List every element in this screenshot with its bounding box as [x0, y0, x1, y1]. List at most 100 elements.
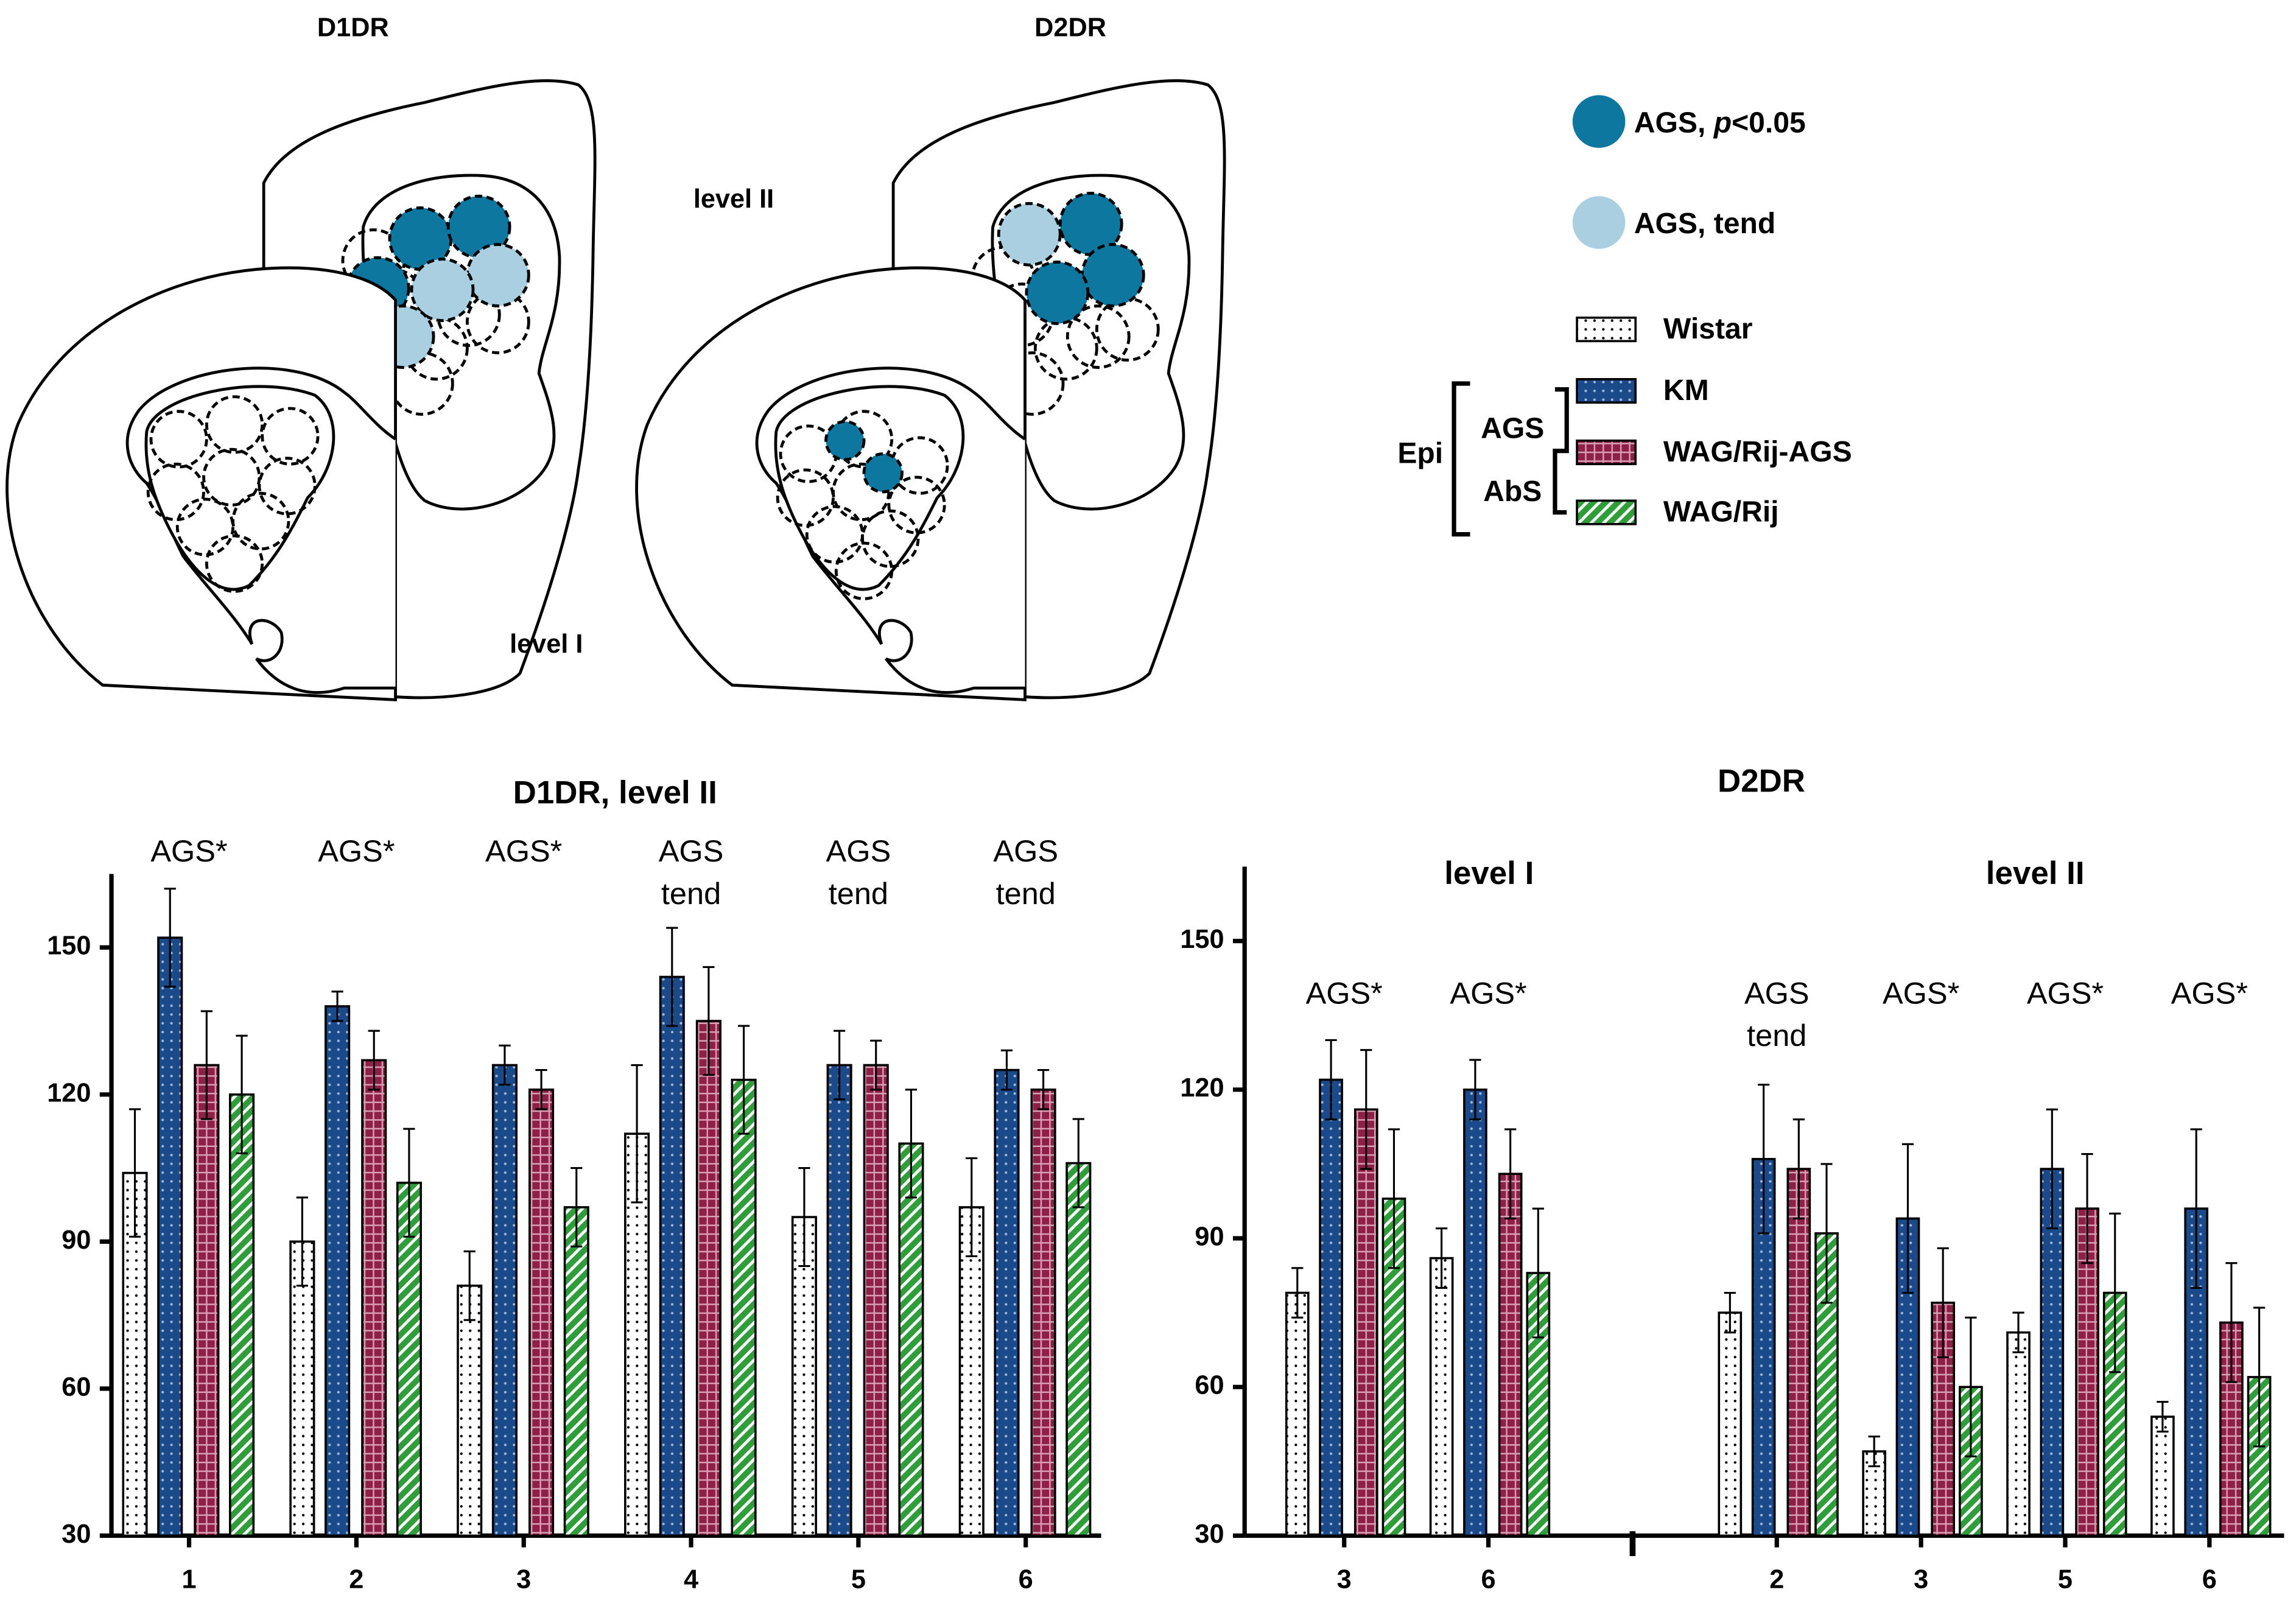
- y-tick-label: 90: [1195, 1222, 1224, 1251]
- legend-label: Wistar: [1663, 312, 1753, 345]
- annotation: tend: [1747, 1018, 1806, 1053]
- error-bar: [403, 1128, 415, 1238]
- bar: [325, 1005, 351, 1537]
- bar: [2006, 1331, 2031, 1537]
- x-tick-label: 5: [2058, 1565, 2073, 1594]
- error-bar: [833, 1029, 846, 1101]
- error-bar: [1868, 1436, 1880, 1468]
- panel-title: D2DR: [1034, 13, 1106, 43]
- bar: [528, 1088, 555, 1537]
- error-bar: [870, 1039, 882, 1091]
- y-tick-label: 90: [61, 1226, 91, 1255]
- annotation: AGS: [659, 833, 724, 868]
- legend-label: KM: [1663, 374, 1709, 407]
- legend-label: WAG/Rij-AGS: [1663, 435, 1852, 468]
- legend-label: AGS, p<0.05: [1634, 106, 1806, 139]
- x-tick-label: 3: [516, 1565, 531, 1594]
- bar: [1030, 1088, 1056, 1537]
- x-tick-label: 5: [851, 1565, 866, 1594]
- error-bar: [1072, 1118, 1084, 1208]
- error-bar: [1325, 1039, 1337, 1121]
- y-tick-label: 150: [47, 931, 91, 961]
- bar: [491, 1064, 518, 1537]
- legend-swatch: [1576, 316, 1637, 343]
- error-bar: [631, 1064, 643, 1204]
- error-bar: [1792, 1118, 1805, 1219]
- x-tick-label: 6: [2202, 1565, 2217, 1594]
- y-tick-label: 150: [1180, 925, 1224, 954]
- brain-diagram-d1dr: [5, 79, 597, 701]
- x-tick-label: 6: [1019, 1565, 1033, 1594]
- bar: [994, 1068, 1020, 1537]
- error-bar: [236, 1034, 248, 1154]
- error-bar: [331, 991, 343, 1022]
- annotation: AGS*: [1883, 975, 1959, 1010]
- annotation: tend: [661, 876, 721, 911]
- legend-swatch: [1576, 377, 1637, 404]
- annotation: AGS*: [1450, 975, 1526, 1010]
- bar: [1718, 1311, 1743, 1537]
- error-bar: [128, 1108, 141, 1238]
- bracket: [1553, 387, 1569, 515]
- error-bar: [798, 1167, 810, 1268]
- error-bar: [905, 1089, 918, 1199]
- error-bar: [368, 1029, 380, 1091]
- bar: [194, 1064, 220, 1537]
- x-tick-label: 6: [1481, 1565, 1496, 1594]
- x-tick-label: 2: [349, 1565, 363, 1594]
- bar: [791, 1216, 817, 1537]
- error-bar: [1291, 1267, 1304, 1319]
- x-tick-label: 4: [684, 1565, 698, 1594]
- y-tick-label: 120: [1180, 1073, 1224, 1103]
- error-bar: [1820, 1163, 1833, 1304]
- error-bar: [2253, 1307, 2266, 1448]
- error-bar: [1937, 1247, 1949, 1358]
- annotation: tend: [996, 876, 1056, 911]
- level-label: level II: [693, 184, 774, 214]
- annotation: AGS*: [2171, 975, 2248, 1010]
- bar: [2150, 1415, 2175, 1537]
- legend-label: AGS, tend: [1634, 207, 1775, 240]
- bracket: [1452, 381, 1470, 537]
- annotation: AGS*: [318, 833, 395, 868]
- group-label: AGS: [1481, 412, 1544, 445]
- annotation: AGS: [826, 833, 891, 868]
- bar: [289, 1240, 315, 1537]
- panel-title: D1DR: [317, 13, 389, 43]
- annotation: AGS: [1744, 975, 1810, 1010]
- error-bar: [2012, 1311, 2024, 1353]
- error-bar: [2157, 1401, 2169, 1433]
- error-bar: [1037, 1068, 1050, 1110]
- legend-swatch: [1576, 499, 1637, 525]
- annotation: AGS*: [2027, 975, 2104, 1010]
- bar: [2040, 1168, 2065, 1537]
- bar: [563, 1206, 589, 1537]
- error-bar: [296, 1196, 309, 1287]
- legend-marker: [1572, 95, 1626, 148]
- error-bar: [1360, 1049, 1372, 1170]
- group-label: AbS: [1483, 475, 1542, 508]
- x-tick-label: 3: [1914, 1565, 1928, 1594]
- error-bar: [164, 888, 176, 988]
- error-bar: [1504, 1128, 1517, 1219]
- error-bar: [2109, 1212, 2121, 1373]
- error-bar: [463, 1250, 476, 1321]
- bar: [361, 1059, 387, 1537]
- annotation: AGS*: [1306, 975, 1383, 1010]
- bar: [898, 1142, 924, 1537]
- error-bar: [2046, 1108, 2058, 1230]
- bar: [1319, 1078, 1343, 1537]
- error-bar: [1435, 1227, 1448, 1289]
- error-bar: [703, 966, 715, 1076]
- error-bar: [2081, 1153, 2093, 1265]
- error-bar: [1724, 1291, 1736, 1334]
- bar: [2184, 1207, 2209, 1537]
- error-bar: [1901, 1143, 1914, 1294]
- bar: [1065, 1162, 1092, 1537]
- group-label: level II: [1986, 855, 2085, 891]
- legend-label: WAG/Rij: [1663, 496, 1779, 528]
- group-label: Epi: [1397, 437, 1443, 470]
- annotation: AGS: [993, 833, 1058, 868]
- bar: [1463, 1088, 1487, 1537]
- annotation: AGS*: [485, 833, 562, 868]
